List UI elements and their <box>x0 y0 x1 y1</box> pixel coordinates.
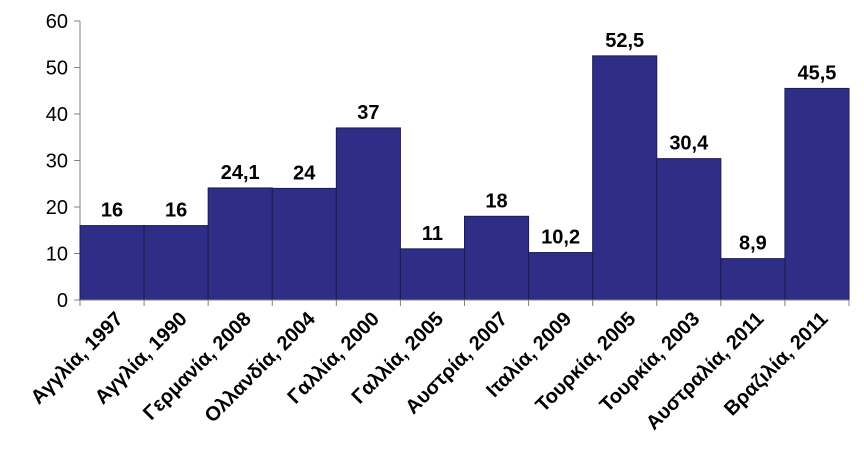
data-label: 45,5 <box>797 62 836 84</box>
y-tick-label: 40 <box>46 104 68 126</box>
y-tick-label: 50 <box>46 58 68 80</box>
data-label: 24 <box>293 162 316 184</box>
bar <box>79 225 145 301</box>
bar <box>143 225 209 301</box>
y-tick-label: 60 <box>46 11 68 33</box>
data-label: 8,9 <box>739 233 767 255</box>
bar <box>784 87 850 301</box>
bars <box>79 55 850 301</box>
bar <box>335 127 401 301</box>
y-tick-label: 0 <box>57 290 68 312</box>
data-label: 10,2 <box>541 227 580 249</box>
bar <box>271 187 337 301</box>
bar <box>464 215 530 301</box>
bar <box>720 258 786 301</box>
data-label: 16 <box>101 200 123 222</box>
y-tick-label: 20 <box>46 197 68 219</box>
x-tick-label: Ολλανδία, 2004 <box>201 307 321 427</box>
x-tick-label: Γερμανία, 2008 <box>139 308 256 425</box>
bar <box>207 187 273 301</box>
y-tick-label: 30 <box>46 151 68 173</box>
data-label: 52,5 <box>605 30 644 52</box>
bar <box>592 55 658 301</box>
bar <box>399 248 465 301</box>
data-label: 37 <box>357 102 379 124</box>
bar <box>528 252 594 301</box>
data-label: 30,4 <box>669 133 709 155</box>
y-axis: 0 10 20 30 40 50 60 <box>46 11 81 312</box>
data-label: 11 <box>422 223 443 245</box>
y-tick-label: 10 <box>46 244 68 266</box>
data-label: 18 <box>485 190 507 212</box>
data-label: 16 <box>165 200 187 222</box>
data-label: 24,1 <box>221 162 260 184</box>
bar <box>656 158 722 301</box>
x-tick-label: Αυστραλία, 2011 <box>642 308 768 434</box>
data-labels: 16 16 24,1 24 37 11 18 10,2 52,5 30,4 8,9 45,5 <box>101 30 837 255</box>
